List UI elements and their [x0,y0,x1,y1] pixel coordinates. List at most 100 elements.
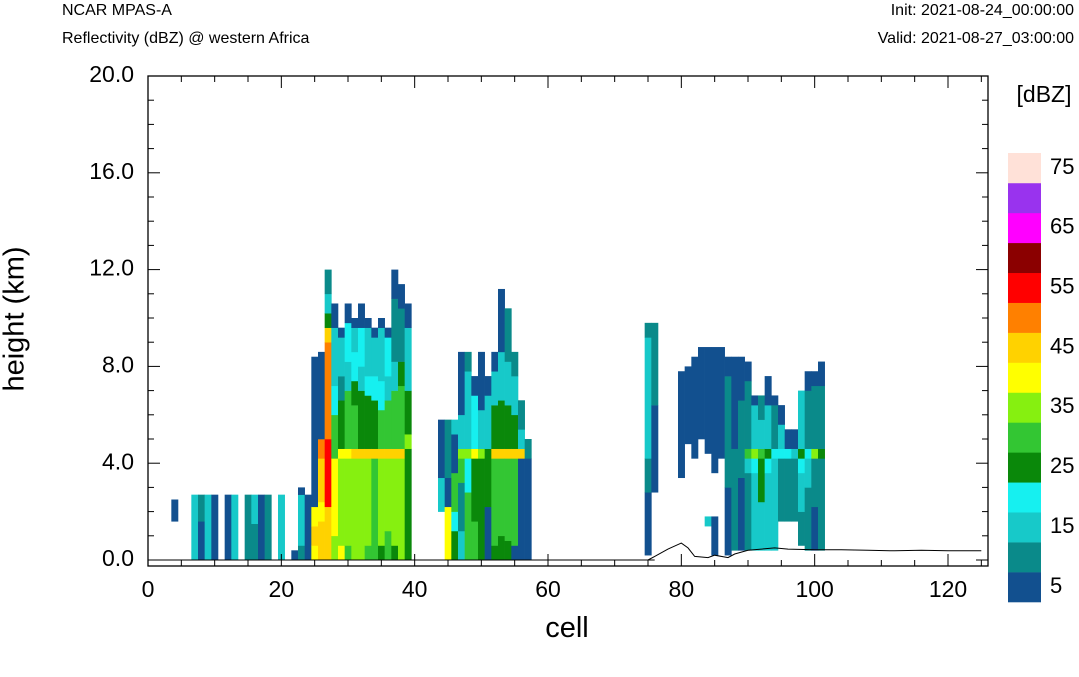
reflectivity-cell [771,405,779,449]
reflectivity-cell [791,458,799,522]
reflectivity-cell [498,288,505,324]
reflectivity-cell [491,405,499,449]
colorbar-box [1008,332,1041,363]
reflectivity-cell [371,448,379,459]
reflectivity-cell [451,511,459,532]
colorbar-label: 75 [1050,154,1074,179]
colorbar-box [1008,272,1041,303]
colorbar-label: 35 [1050,393,1074,418]
reflectivity-cell [331,414,339,459]
reflectivity-cell [391,545,399,561]
reflectivity-cell [504,308,512,362]
plot-subtitle: Reflectivity (dBZ) @ western Africa [62,30,310,47]
terrain-layer [148,542,982,561]
reflectivity-cell [358,448,365,459]
reflectivity-cell [258,494,265,561]
reflectivity-cell [491,371,499,406]
reflectivity-cell [344,361,352,391]
reflectivity-cell [438,419,445,479]
reflectivity-cell [764,472,772,551]
reflectivity-cell [518,400,525,430]
reflectivity-cell [458,351,465,416]
reflectivity-cell [171,499,179,522]
reflectivity-cell [498,351,505,401]
reflectivity-cell [744,458,752,474]
reflectivity-cell [318,458,325,503]
reflectivity-cell [791,429,799,449]
reflectivity-cell [344,322,352,362]
reflectivity-cell [804,487,812,551]
reflectivity-cell [198,494,205,522]
reflectivity-cell [391,269,399,299]
reflectivity-cell [698,347,705,440]
reflectivity-cell [651,405,659,493]
reflectivity-cell [811,371,819,387]
reflectivity-cell [364,395,372,449]
reflectivity-cell [471,458,479,522]
reflectivity-cell [724,376,732,488]
reflectivity-cell [398,458,405,561]
reflectivity-cell [444,506,452,561]
x-tick-label: 40 [402,576,428,602]
reflectivity-cell [498,400,505,449]
reflectivity-cell [751,458,759,474]
colorbar-box [1008,572,1041,603]
reflectivity-cell [504,361,512,406]
y-axis-label: height (km) [0,246,31,391]
reflectivity-cell [338,545,345,561]
reflectivity-cell [398,284,405,309]
reflectivity-cell [438,477,445,512]
reflectivity-cell [324,439,332,508]
reflectivity-cell [324,327,332,343]
colorbar-box [1008,542,1041,573]
reflectivity-cell [491,545,499,561]
colorbar-box [1008,182,1041,214]
reflectivity-cell [791,448,799,459]
reflectivity-cell [511,545,519,561]
reflectivity-cell [811,448,819,459]
reflectivity-cell [764,448,772,459]
colorbar-box [1008,512,1041,543]
colorbar-label: 55 [1050,274,1074,299]
reflectivity-cell [391,390,399,449]
reflectivity-cell [511,351,519,377]
reflectivity-cell [398,385,405,449]
reflectivity-cell [318,351,325,440]
reflectivity-cell [451,472,459,512]
reflectivity-cell [484,448,492,459]
reflectivity-cell [811,458,819,508]
reflectivity-cell [338,327,345,338]
reflectivity-cell [351,448,359,459]
reflectivity-cell [491,458,499,546]
reflectivity-cell [778,448,785,459]
reflectivity-cell [351,380,359,406]
reflectivity-cell [718,347,725,459]
reflectivity-cell [744,380,752,449]
reflectivity-cell [711,347,719,474]
reflectivity-cell [331,303,339,328]
reflectivity-cell [484,376,492,396]
x-tick-label: 100 [795,576,833,602]
reflectivity-cell [491,351,499,372]
reflectivity-cell [491,448,499,459]
reflectivity-cell [778,458,785,522]
axes-layer: 0 20 40 60 80 100 120 0.0 4.0 8.0 12.0 16.0 20.0 [89,61,989,602]
reflectivity-cell [318,501,325,522]
reflectivity-cell [764,458,772,474]
reflectivity-cell [511,376,519,416]
reflectivity-cell [404,390,412,435]
reflectivity-cell [444,477,452,508]
x-axis-label: cell [545,612,589,644]
reflectivity-cell [298,494,305,546]
reflectivity-cell [478,351,485,411]
reflectivity-cell [751,448,759,459]
reflectivity-cell [344,545,352,561]
reflectivity-cell [338,337,345,377]
reflectivity-cell [478,458,485,561]
reflectivity-cell [778,424,785,449]
reflectivity-cell [704,516,712,527]
reflectivity-cell [364,327,372,377]
colorbar-box [1008,392,1041,423]
reflectivity-cell [651,322,659,406]
